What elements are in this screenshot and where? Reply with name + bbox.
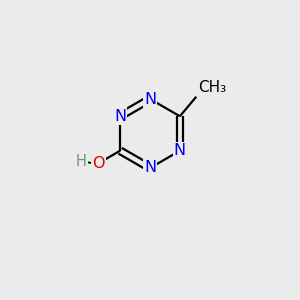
Text: N: N [174,143,186,158]
Text: O: O [92,156,104,171]
Text: CH₃: CH₃ [198,80,226,95]
Text: N: N [144,92,156,106]
Text: N: N [144,160,156,175]
Text: N: N [114,109,126,124]
Text: H: H [76,154,87,169]
